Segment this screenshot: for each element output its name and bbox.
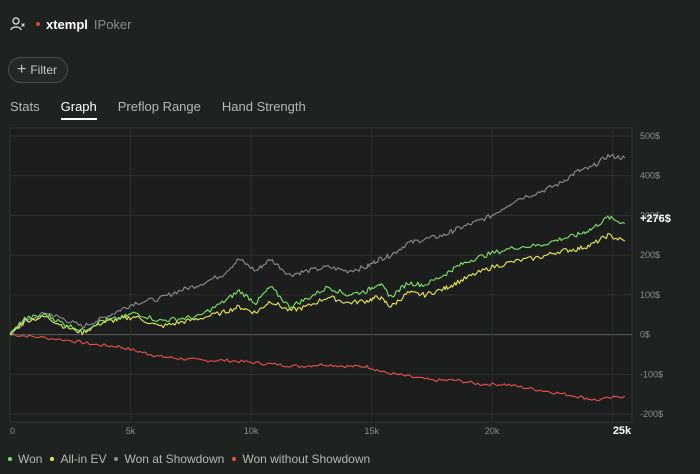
plot-area <box>9 127 633 423</box>
tab-stats[interactable]: Stats <box>10 99 40 114</box>
legend-item-showdown[interactable]: Won at Showdown <box>114 452 224 466</box>
x-tick-label: 0 <box>10 426 15 436</box>
x-tick-label: 20k <box>485 426 500 436</box>
legend-item-allin-ev[interactable]: All-in EV <box>50 452 106 466</box>
series-line-won-at-showdown <box>9 153 626 336</box>
y-tick-label: -200$ <box>640 409 663 419</box>
x-tick-label: 5k <box>126 426 136 436</box>
x-tick-label: 10k <box>244 426 259 436</box>
legend-item-non-showdown[interactable]: Won without Showdown <box>232 452 370 466</box>
user-icon[interactable] <box>10 16 26 32</box>
y-tick-label: 200$ <box>640 250 660 260</box>
y-tick-label: 400$ <box>640 171 660 181</box>
legend-dot-allin-ev <box>50 457 55 461</box>
tab-hand-strength[interactable]: Hand Strength <box>221 99 306 114</box>
tab-graph[interactable]: Graph <box>60 99 97 120</box>
legend-label-non-showdown: Won without Showdown <box>242 452 371 466</box>
y-tick-label: 300$ <box>640 210 660 220</box>
legend-dot-won <box>8 457 12 461</box>
y-tick-label: -100$ <box>640 369 663 379</box>
filter-label: Filter <box>30 63 58 77</box>
filter-button[interactable]: + Filter <box>8 57 69 83</box>
legend-label-showdown: Won at Showdown <box>124 452 225 466</box>
x-tick-label: 25k <box>613 425 632 437</box>
x-tick-label: 15k <box>364 426 379 436</box>
grid-lines <box>10 128 632 422</box>
legend-dot-showdown <box>114 457 119 461</box>
series-line-all-in-ev <box>9 233 626 336</box>
y-axis-labels: 500$ 400$ 300$ 200$ 100$ 0$ -100$ -200$ <box>640 131 663 419</box>
plus-icon: + <box>17 61 27 78</box>
status-dot <box>36 22 40 26</box>
legend-item-won[interactable]: Won <box>8 452 42 466</box>
y-tick-label: 0$ <box>640 330 650 340</box>
legend: Won All-in EV Won at Showdown Won withou… <box>8 452 378 466</box>
end-value-label: +276$ <box>640 213 671 225</box>
site-name: IPoker <box>93 16 132 32</box>
profit-graph[interactable]: 500$ 400$ 300$ 200$ 100$ 0$ -100$ -200$ 0 5k 10k 1… <box>0 124 700 444</box>
y-tick-label: 500$ <box>640 131 660 141</box>
x-axis-labels: 0 5k 10k 15k 20k 25k <box>10 425 632 437</box>
legend-label-allin-ev: All-in EV <box>60 452 107 466</box>
header: xtempl IPoker <box>10 14 131 34</box>
username: xtempl <box>46 16 88 32</box>
legend-label-won: Won <box>18 452 43 466</box>
tab-bar: Stats Graph Preflop Range Hand Strength <box>10 99 327 120</box>
y-tick-label: 100$ <box>640 290 660 300</box>
series-line-won <box>9 215 626 336</box>
tab-preflop-range[interactable]: Preflop Range <box>117 99 201 114</box>
legend-dot-non-showdown <box>232 457 237 461</box>
series-line-won-without-showdown <box>9 334 626 402</box>
series-lines <box>9 153 626 402</box>
